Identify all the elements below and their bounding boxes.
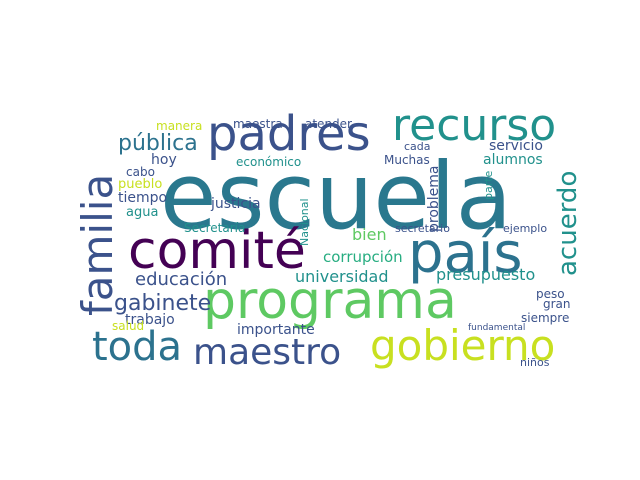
word-programa: programa	[203, 271, 457, 331]
word-presupuesto: presupuesto	[436, 265, 535, 284]
word-secretario: secretario	[395, 222, 450, 235]
word-trabajo: trabajo	[125, 312, 175, 328]
word-gran: gran	[543, 297, 571, 311]
word-familia: familia	[73, 174, 122, 316]
word-manera: manera	[156, 119, 202, 133]
word-importante: importante	[237, 322, 315, 338]
word-maestra: maestra	[233, 117, 283, 131]
word-educacion: educación	[135, 269, 227, 290]
word-secretaria: Secretaría	[184, 221, 245, 235]
word-tiempo: tiempo	[118, 190, 167, 206]
word-ninos: niños	[520, 356, 550, 369]
word-salud: salud	[112, 319, 144, 333]
word-justicia: justicia	[210, 196, 261, 212]
word-cabo: cabo	[126, 165, 155, 179]
word-bien: bien	[352, 225, 387, 244]
word-atender: atender	[305, 117, 352, 131]
word-servicio: servicio	[489, 138, 543, 154]
word-alumnos: alumnos	[483, 152, 543, 168]
word-maestro: maestro	[193, 332, 341, 373]
word-pueblo: pueblo	[118, 177, 162, 192]
word-universidad: universidad	[295, 267, 389, 286]
word-padres: padres	[207, 106, 371, 162]
word-recurso: recurso	[392, 100, 556, 151]
word-fundamental: fundamental	[468, 323, 525, 333]
word-peso: peso	[536, 287, 565, 301]
word-gobierno: gobierno	[370, 321, 555, 370]
word-nacional: Nacional	[298, 198, 311, 246]
word-cada: cada	[404, 140, 431, 153]
word-problema: problema	[426, 165, 442, 232]
word-acuerdo: acuerdo	[553, 171, 583, 276]
word-pais: país	[408, 221, 523, 286]
word-gabinete: gabinete	[114, 291, 211, 316]
word-corrupcion: corrupción	[323, 248, 403, 266]
word-hoy: hoy	[151, 152, 177, 168]
word-agua: agua	[126, 205, 158, 220]
word-toda: toda	[92, 324, 182, 370]
word-escuela: escuela	[160, 143, 512, 250]
word-muchas: Muchas	[384, 153, 430, 167]
word-publica: pública	[118, 131, 198, 156]
word-comite: comité	[128, 221, 306, 281]
word-siempre: siempre	[521, 311, 569, 325]
word-economico: económico	[236, 155, 301, 169]
word-ejemplo: ejemplo	[503, 222, 547, 235]
word-parte: parte	[482, 170, 495, 200]
